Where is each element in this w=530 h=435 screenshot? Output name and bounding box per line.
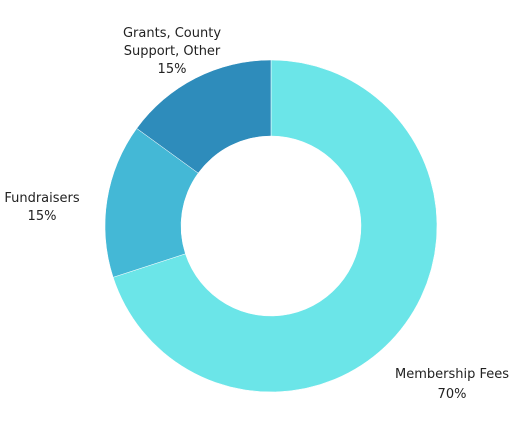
slice-name-label: Grants, County [123, 26, 221, 41]
slice-labels: Membership Fees 70%Fundraisers 15%Grants, … [4, 26, 509, 402]
slice-grants-county-support-other [136, 59, 272, 174]
slice-membership-fees [112, 59, 438, 393]
slice-value-label: 15% [158, 62, 187, 77]
slice-label: Membership Fees 70% [395, 367, 509, 402]
slice-name-label: Membership Fees [395, 367, 509, 382]
slice-label: Grants, County Support, Other 15% [123, 26, 221, 77]
slice-value-label: 15% [28, 209, 57, 224]
donut-slices [104, 59, 438, 393]
slice-value-label: 70% [438, 387, 467, 402]
slice-label: Fundraisers 15% [4, 191, 80, 224]
slice-name-label: Support, Other [124, 44, 221, 59]
slice-name-label: Fundraisers [4, 191, 80, 206]
